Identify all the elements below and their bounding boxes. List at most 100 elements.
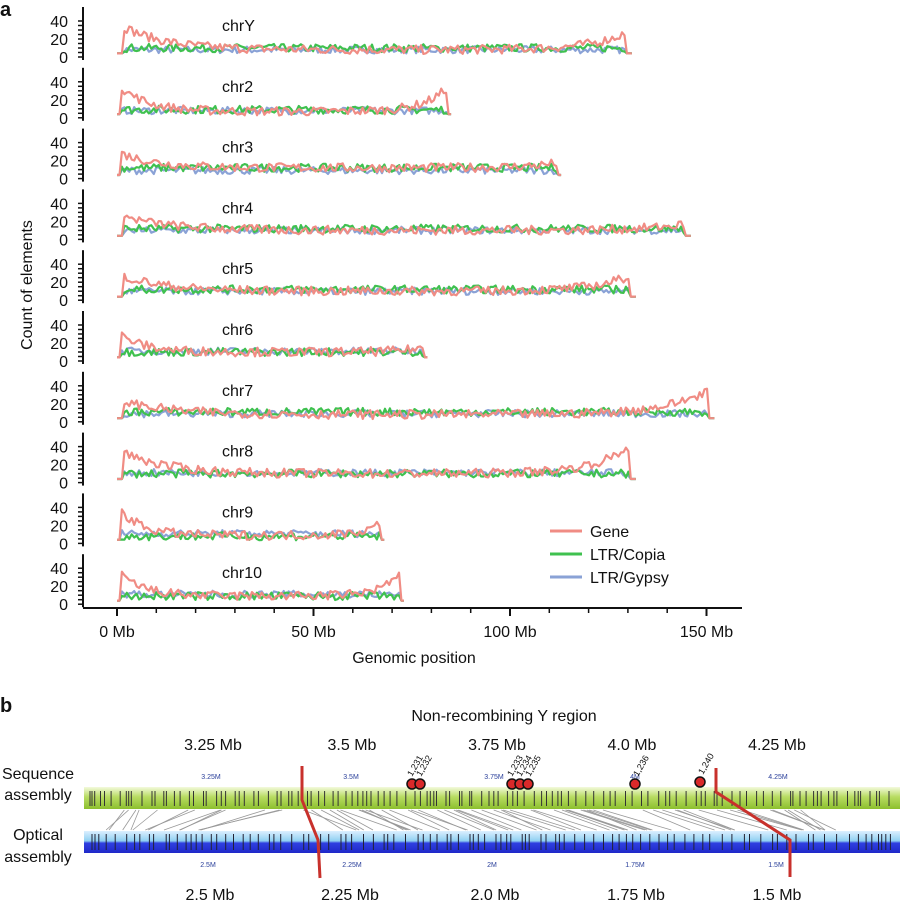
alignment-line [653,809,715,831]
alignment-line [742,809,805,831]
alignment-line [437,809,481,831]
alignment-line [132,809,158,831]
legend-label-gene: Gene [590,524,629,541]
alignment-line [458,809,514,831]
alignment-line [530,809,582,831]
x-axis-title: Genomic position [352,650,476,667]
x-tick-label: 100 Mb [483,624,536,641]
y-tick-label: 40 [50,561,68,578]
alignment-line [311,809,344,831]
y-tick-label: 40 [50,257,68,274]
chromosome-label: chr4 [222,200,253,217]
breakpoint-line-left [300,766,322,879]
y-tick-label: 0 [59,354,68,371]
opt-mini-tick-1: 2.5M [200,862,216,869]
marker-label-1240: 1,240 [696,751,716,776]
series-line-gene-chr9 [117,508,385,541]
y-axis-title: Count of elements [19,220,36,350]
series-line-copia-chr3 [117,162,562,177]
top-scale-3: 3.75 Mb [468,737,526,754]
x-tick-label: 150 Mb [680,624,733,641]
series-line-gene-chr4 [117,214,691,237]
alignment-line [509,809,575,831]
sequence-track-marks [89,791,890,806]
y-tick-label: 20 [50,397,68,414]
alignment-line [329,809,365,831]
alignment-line [456,809,509,831]
optical-assembly-track [84,831,900,853]
alignment-line [568,809,628,831]
chromosome-label: chr7 [222,383,253,400]
alignment-line [108,809,125,831]
alignment-line [163,809,221,831]
y-tick-label: 20 [50,458,68,475]
alignment-line [501,809,543,831]
series-line-gene-chr3 [117,150,562,177]
alignment-line [533,809,597,831]
alignment-line [200,809,266,831]
x-tick-label: 0 Mb [99,624,135,641]
top-scale-1: 3.25 Mb [184,737,242,754]
chromosome-label: chr10 [222,565,262,582]
alignment-line [794,809,836,831]
alignment-line [471,809,522,831]
chromosome-label: chr3 [222,140,253,157]
alignment-line [580,809,645,831]
series-line-gene-chr5 [117,272,636,298]
alignment-line [369,809,404,831]
y-tick-label: 40 [50,379,68,396]
y-tick-label: 0 [59,597,68,614]
legend-label-gypsy: LTR/Gypsy [590,570,669,587]
alignment-line [593,809,653,831]
top-scale-4: 4.0 Mb [608,737,657,754]
series-line-gene-chr2 [117,87,452,117]
alignment-line [336,809,374,831]
y-tick-label: 20 [50,518,68,535]
alignment-connections [105,809,836,831]
bottom-scale-5: 1.5 Mb [753,887,802,903]
y-tick-label: 20 [50,275,68,292]
marker-1240 [694,776,706,788]
alignment-line [105,809,129,831]
seq-mini-tick-2: 3.5M [343,774,359,781]
alignment-line [481,809,537,831]
y-tick-label: 0 [59,111,68,128]
seq-mini-tick-3: 3.75M [484,774,504,781]
alignment-line [677,809,732,831]
x-axis: 0 Mb 50 Mb 100 Mb 150 Mb Genomic position [83,607,742,667]
alignment-line [772,809,826,831]
bottom-scale-4: 1.75 Mb [607,887,665,903]
alignment-line [800,809,826,831]
alignment-line [583,809,648,831]
alignment-line [148,809,189,831]
alignment-line [418,809,466,831]
y-tick-label: 20 [50,154,68,171]
marker-1236 [629,778,641,790]
alignment-line [561,809,618,831]
alignment-line [716,809,787,831]
panel-b-title: Non-recombining Y region [411,708,596,725]
series-line-gene-chrY [117,25,632,56]
marker-label-1236: 1,236 [631,753,651,778]
y-tick-label: 40 [50,136,68,153]
alignment-line [662,809,726,831]
panel-b-letter: b [0,695,12,717]
opt-mini-tick-2: 2.25M [342,862,362,869]
seq-mini-tick-4: 4M [630,774,640,781]
y-tick-label: 0 [59,293,68,310]
y-tick-label: 0 [59,50,68,67]
panel-a-letter: a [0,0,12,21]
x-ticks: 0 Mb 50 Mb 100 Mb 150 Mb [99,608,733,641]
alignment-line [444,809,495,831]
seq-mini-tick-1: 3.25M [201,774,221,781]
y-tick-label: 20 [50,336,68,353]
marker-1232 [414,778,426,790]
y-tick-label: 20 [50,93,68,110]
